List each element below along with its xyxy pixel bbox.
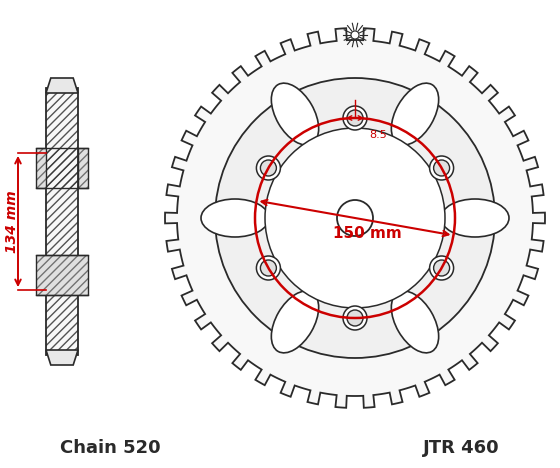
- Circle shape: [433, 160, 450, 176]
- Circle shape: [430, 156, 454, 180]
- Circle shape: [430, 256, 454, 280]
- Circle shape: [256, 156, 281, 180]
- Circle shape: [343, 106, 367, 130]
- Circle shape: [256, 256, 281, 280]
- Text: JTR 460: JTR 460: [423, 439, 500, 457]
- Text: 8.5: 8.5: [369, 130, 387, 140]
- Circle shape: [265, 128, 445, 308]
- Polygon shape: [78, 148, 88, 188]
- Circle shape: [351, 31, 359, 39]
- Circle shape: [433, 260, 450, 276]
- Polygon shape: [46, 350, 78, 365]
- Circle shape: [260, 160, 277, 176]
- Text: 150 mm: 150 mm: [333, 226, 402, 241]
- Ellipse shape: [441, 199, 509, 237]
- Ellipse shape: [272, 291, 319, 353]
- Ellipse shape: [201, 199, 269, 237]
- Text: Chain 520: Chain 520: [60, 439, 161, 457]
- Circle shape: [337, 200, 373, 236]
- Circle shape: [267, 130, 443, 306]
- Circle shape: [260, 260, 277, 276]
- Polygon shape: [46, 78, 78, 93]
- Circle shape: [347, 310, 363, 326]
- Circle shape: [343, 306, 367, 330]
- Circle shape: [215, 78, 495, 358]
- Ellipse shape: [391, 83, 438, 145]
- Ellipse shape: [272, 83, 319, 145]
- Polygon shape: [46, 88, 78, 355]
- Polygon shape: [36, 148, 46, 188]
- Polygon shape: [36, 255, 88, 295]
- Ellipse shape: [391, 291, 438, 353]
- Text: 134 mm: 134 mm: [5, 190, 19, 253]
- Circle shape: [347, 110, 363, 126]
- Polygon shape: [165, 28, 545, 408]
